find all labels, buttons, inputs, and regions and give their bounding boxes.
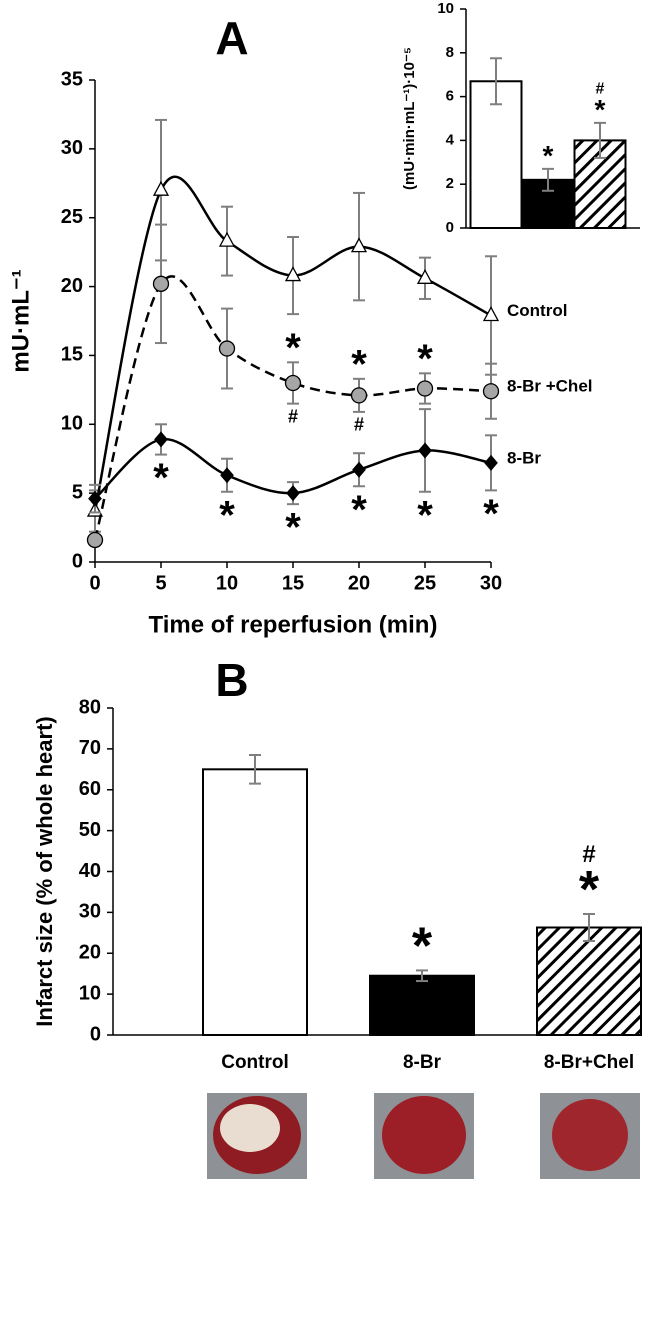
series-label: Control bbox=[507, 301, 567, 320]
y-tick-label: 0 bbox=[446, 219, 454, 236]
y-tick-label: 10 bbox=[61, 413, 83, 435]
x-tick-label: 25 bbox=[414, 572, 436, 594]
bar bbox=[369, 974, 475, 1037]
annotation: * bbox=[483, 492, 499, 536]
y-tick-label: 8 bbox=[446, 44, 454, 61]
series-line bbox=[93, 275, 492, 541]
y-axis-label: mU·mL⁻¹ bbox=[7, 269, 34, 372]
y-tick-label: 30 bbox=[61, 137, 83, 159]
marker bbox=[88, 490, 102, 507]
y-tick-label: 70 bbox=[79, 737, 101, 759]
y-tick-label: 30 bbox=[79, 901, 101, 923]
marker bbox=[418, 442, 432, 459]
y-tick-label: 6 bbox=[446, 88, 454, 105]
y-tick-label: 2 bbox=[446, 175, 454, 192]
series-label: 8-Br bbox=[507, 448, 541, 467]
y-tick-label: 25 bbox=[61, 206, 83, 228]
y-tick-label: 35 bbox=[61, 68, 83, 90]
annotation: * bbox=[351, 488, 367, 532]
x-tick-label: 8-Br bbox=[403, 1052, 442, 1073]
series-label: 8-Br +Chel bbox=[507, 377, 593, 396]
heart-photo bbox=[552, 1099, 628, 1171]
heart-photos bbox=[207, 1093, 640, 1179]
heart-photo bbox=[382, 1096, 466, 1174]
y-tick-label: 20 bbox=[79, 942, 101, 964]
marker bbox=[484, 454, 498, 471]
marker bbox=[482, 383, 500, 400]
marker bbox=[350, 387, 368, 404]
annotation: * bbox=[417, 493, 433, 537]
y-axis-label: (mU·min·mL⁻¹)·10⁻⁵ bbox=[401, 47, 418, 190]
marker bbox=[152, 275, 170, 292]
annotation: * bbox=[595, 94, 606, 125]
annotation: # bbox=[582, 841, 595, 868]
marker bbox=[220, 467, 234, 484]
bar bbox=[536, 926, 642, 1037]
annotation: * bbox=[543, 140, 554, 171]
y-tick-label: 50 bbox=[79, 819, 101, 841]
marker bbox=[218, 231, 236, 247]
series-line bbox=[93, 175, 492, 512]
annotation: * bbox=[285, 326, 301, 370]
annotation: * bbox=[153, 456, 169, 500]
marker bbox=[86, 531, 104, 549]
x-tick-label: 5 bbox=[155, 572, 166, 594]
y-tick-label: 10 bbox=[437, 0, 454, 17]
annotation: * bbox=[351, 342, 367, 386]
marker bbox=[284, 266, 302, 282]
x-tick-label: Control bbox=[221, 1052, 289, 1073]
y-tick-label: 80 bbox=[79, 696, 101, 718]
x-tick-label: 8-Br+Chel bbox=[544, 1052, 634, 1073]
annotation: * bbox=[579, 861, 600, 919]
panel-label: B bbox=[215, 654, 248, 706]
annotation: * bbox=[417, 337, 433, 381]
y-tick-label: 0 bbox=[72, 550, 83, 572]
marker bbox=[284, 374, 302, 392]
x-tick-label: 20 bbox=[348, 572, 370, 594]
heart-photo bbox=[220, 1104, 280, 1152]
annotation: * bbox=[412, 917, 433, 975]
x-tick-label: 10 bbox=[216, 572, 238, 594]
marker bbox=[218, 340, 236, 357]
x-tick-label: 30 bbox=[480, 572, 502, 594]
annotation: # bbox=[596, 80, 605, 97]
marker bbox=[352, 461, 366, 478]
y-tick-label: 20 bbox=[61, 275, 83, 297]
x-tick-label: 15 bbox=[282, 572, 304, 594]
marker bbox=[286, 485, 300, 502]
annotation: # bbox=[288, 406, 298, 426]
marker bbox=[350, 237, 368, 253]
marker bbox=[416, 268, 434, 284]
x-axis-label: Time of reperfusion (min) bbox=[149, 611, 438, 638]
y-tick-label: 60 bbox=[79, 778, 101, 800]
y-tick-label: 5 bbox=[72, 481, 83, 503]
marker bbox=[416, 380, 434, 397]
annotation: # bbox=[354, 415, 364, 435]
y-tick-label: 40 bbox=[79, 860, 101, 882]
annotation: * bbox=[219, 493, 235, 537]
annotation: * bbox=[285, 506, 301, 550]
y-tick-label: 0 bbox=[90, 1023, 101, 1045]
x-tick-label: 0 bbox=[89, 572, 100, 594]
bar bbox=[202, 768, 308, 1036]
y-axis-label: Infarct size (% of whole heart) bbox=[32, 716, 57, 1027]
y-tick-label: 15 bbox=[61, 344, 83, 366]
y-tick-label: 4 bbox=[446, 131, 455, 148]
marker bbox=[152, 180, 170, 196]
marker bbox=[154, 431, 168, 448]
panel-label: A bbox=[215, 12, 248, 64]
y-tick-label: 10 bbox=[79, 982, 101, 1004]
marker bbox=[482, 306, 500, 322]
